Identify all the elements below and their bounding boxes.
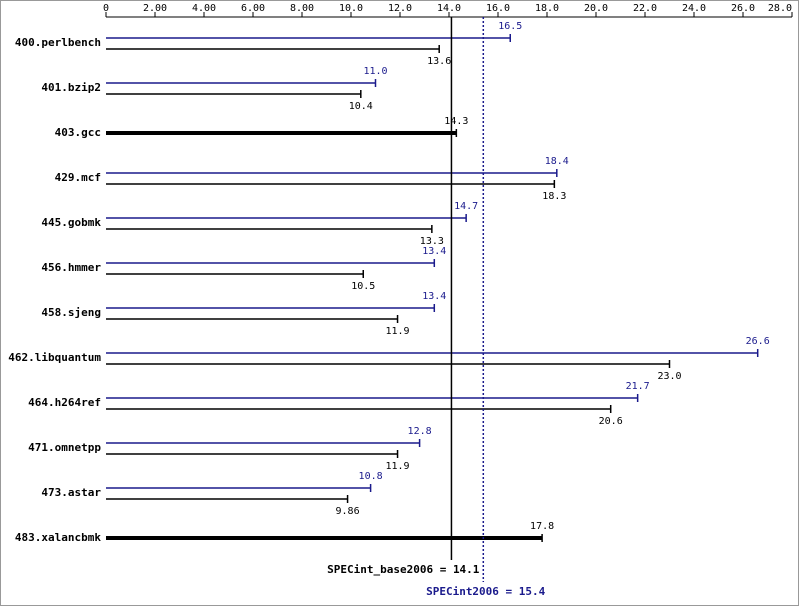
benchmark-label: 400.perlbench <box>15 36 101 49</box>
value-label: 10.8 <box>359 471 383 482</box>
benchmark-label: 462.libquantum <box>8 351 101 364</box>
x-tick-label: 22.0 <box>633 3 657 14</box>
x-tick-label: 26.0 <box>731 3 755 14</box>
benchmark-label: 429.mcf <box>55 171 101 184</box>
x-tick-label: 8.00 <box>290 3 314 14</box>
value-label: 14.7 <box>454 201 478 212</box>
x-tick-label: 18.0 <box>535 3 559 14</box>
value-label: 13.6 <box>427 56 451 67</box>
value-label: 16.5 <box>498 21 522 32</box>
reference-label: SPECint2006 = 15.4 <box>426 585 546 598</box>
x-tick-label: 28.0 <box>768 3 792 14</box>
benchmark-label: 456.hmmer <box>41 261 101 274</box>
benchmark-label: 401.bzip2 <box>41 81 101 94</box>
value-label: 21.7 <box>626 381 650 392</box>
x-tick-label: 12.0 <box>388 3 412 14</box>
benchmark-label: 471.omnetpp <box>28 441 101 454</box>
value-label: 10.5 <box>351 281 375 292</box>
value-label: 14.3 <box>444 116 468 127</box>
benchmark-label: 458.sjeng <box>41 306 101 319</box>
x-tick-label: 0 <box>103 3 109 14</box>
value-label: 17.8 <box>530 521 554 532</box>
value-label: 13.4 <box>422 246 446 257</box>
value-label: 26.6 <box>746 336 770 347</box>
benchmark-label: 483.xalancbmk <box>15 531 101 544</box>
value-label: 11.0 <box>363 66 387 77</box>
x-tick-label: 20.0 <box>584 3 608 14</box>
value-label: 13.4 <box>422 291 446 302</box>
value-label: 9.86 <box>336 506 360 517</box>
benchmark-label: 464.h264ref <box>28 396 101 409</box>
value-label: 11.9 <box>386 326 410 337</box>
x-tick-label: 10.0 <box>339 3 363 14</box>
reference-label: SPECint_base2006 = 14.1 <box>327 563 480 576</box>
x-tick-label: 16.0 <box>486 3 510 14</box>
benchmark-label: 473.astar <box>41 486 101 499</box>
benchmark-label: 445.gobmk <box>41 216 101 229</box>
value-label: 20.6 <box>599 416 623 427</box>
x-tick-label: 24.0 <box>682 3 706 14</box>
x-tick-label: 2.00 <box>143 3 167 14</box>
value-label: 13.3 <box>420 236 444 247</box>
value-label: 23.0 <box>657 371 681 382</box>
value-label: 11.9 <box>386 461 410 472</box>
value-label: 18.3 <box>542 191 566 202</box>
x-tick-label: 14.0 <box>437 3 461 14</box>
value-label: 12.8 <box>408 426 432 437</box>
benchmark-label: 403.gcc <box>55 126 101 139</box>
x-tick-label: 4.00 <box>192 3 216 14</box>
x-tick-label: 6.00 <box>241 3 265 14</box>
value-label: 10.4 <box>349 101 373 112</box>
value-label: 18.4 <box>545 156 569 167</box>
